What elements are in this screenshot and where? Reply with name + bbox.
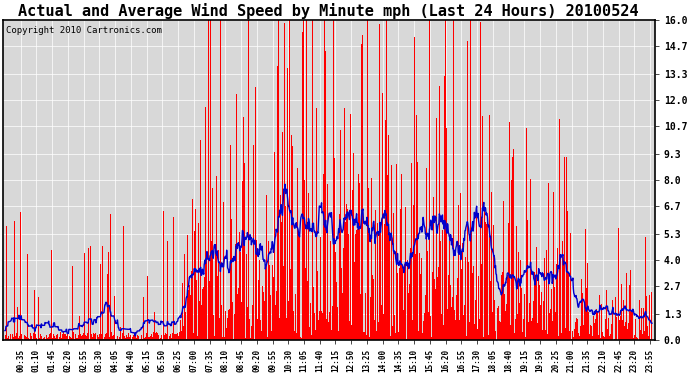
- Text: Copyright 2010 Cartronics.com: Copyright 2010 Cartronics.com: [6, 26, 162, 35]
- Title: Actual and Average Wind Speed by Minute mph (Last 24 Hours) 20100524: Actual and Average Wind Speed by Minute …: [19, 3, 639, 19]
